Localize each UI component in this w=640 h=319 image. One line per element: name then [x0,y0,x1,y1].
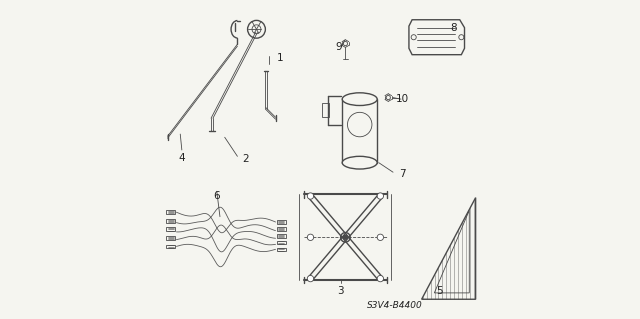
Text: 2: 2 [242,154,249,165]
Circle shape [344,235,348,239]
Text: 4: 4 [179,153,185,163]
Text: 7: 7 [399,169,406,179]
Text: S3V4-B4400: S3V4-B4400 [367,301,422,310]
FancyBboxPatch shape [321,103,329,117]
Text: 9: 9 [336,42,342,52]
Ellipse shape [342,93,377,106]
Circle shape [307,275,314,282]
Text: 1: 1 [277,53,284,63]
Circle shape [307,193,314,199]
Circle shape [307,234,314,241]
Ellipse shape [342,156,377,169]
Text: 8: 8 [450,23,457,33]
Circle shape [377,234,383,241]
Bar [342,99,377,163]
Circle shape [377,193,383,199]
Circle shape [377,275,383,282]
Text: 3: 3 [337,286,344,296]
Text: 5: 5 [436,286,442,296]
Text: 10: 10 [396,94,409,104]
Text: 6: 6 [214,191,220,201]
